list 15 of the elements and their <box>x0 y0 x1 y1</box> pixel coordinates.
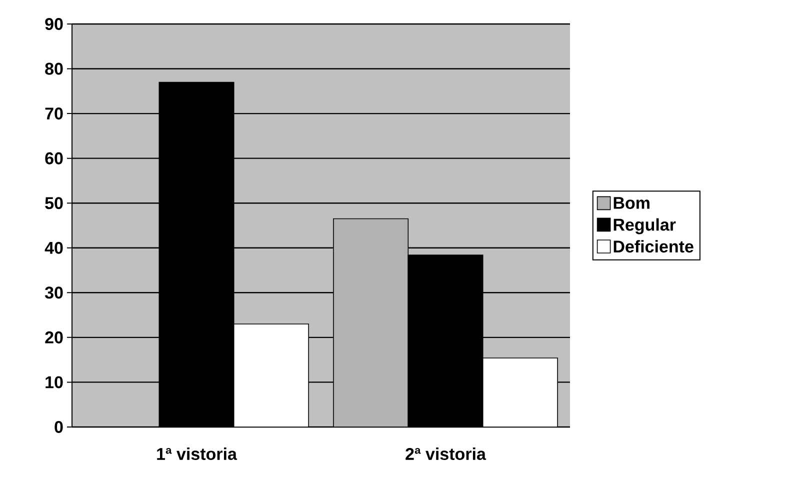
y-tick-label: 80 <box>45 62 63 75</box>
y-tick-label: 0 <box>54 420 63 434</box>
y-tick-label: 40 <box>44 242 63 254</box>
y-tick-label: 90 <box>45 18 63 30</box>
legend-label: Deficiente <box>614 240 694 253</box>
y-tick-label: 50 <box>45 197 63 210</box>
y-tick-label: 10 <box>46 376 63 388</box>
y-tick-label: 60 <box>45 152 63 164</box>
x-tick-label: 1ª vistoria <box>157 448 238 460</box>
legend-label: Bom <box>614 197 650 209</box>
legend-label: Regular <box>614 218 676 234</box>
x-tick-label: 2ª vistoria <box>406 448 486 460</box>
y-tick-label: 30 <box>44 286 63 299</box>
y-tick-label: 20 <box>45 331 63 344</box>
y-tick-label: 70 <box>45 108 63 120</box>
